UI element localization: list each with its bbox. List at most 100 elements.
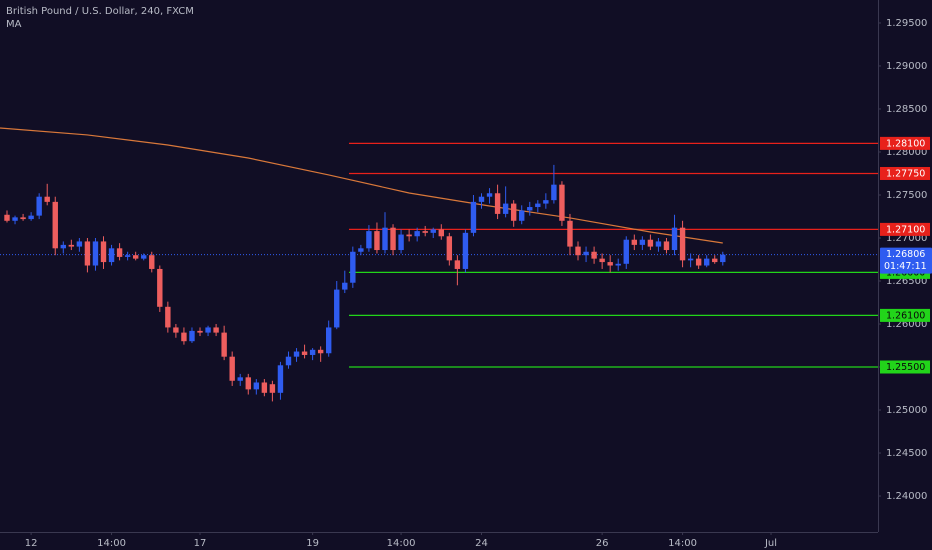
x-tick-label: 17 (194, 538, 207, 549)
candle-body (720, 254, 726, 263)
candle-body (84, 241, 91, 266)
candle-body (406, 234, 412, 237)
y-tick-label: 1.29000 (886, 61, 927, 72)
candle-body (615, 263, 621, 266)
level-tag-label: 1.26100 (886, 310, 925, 321)
candle-body (116, 248, 123, 257)
candle-body (575, 246, 581, 256)
candle-body (205, 327, 211, 333)
candle-body (358, 248, 364, 252)
candle-body (655, 241, 662, 247)
candle-body (679, 227, 686, 261)
y-tick-label: 1.28000 (886, 147, 927, 158)
x-tick-label: 14:00 (668, 538, 697, 549)
moving-average-line (0, 127, 723, 244)
candle-body (414, 231, 420, 237)
candle-body (4, 214, 10, 221)
candle-body (422, 231, 428, 233)
candle-body (398, 234, 404, 251)
candle-body (647, 239, 654, 247)
candle-body (559, 184, 565, 221)
candle-body (535, 203, 541, 208)
candle-body (124, 255, 131, 257)
candle-body (639, 239, 646, 245)
candle-body (462, 232, 469, 269)
level-tag-label: 1.28100 (886, 138, 925, 149)
y-tick-label: 1.27500 (886, 190, 927, 201)
candle-body (687, 258, 694, 261)
x-tick-label: Jul (764, 538, 777, 549)
level-tag (880, 166, 930, 180)
candle-body (301, 351, 308, 355)
candle-body (494, 193, 501, 214)
candle-body (390, 227, 396, 251)
candle-body (253, 382, 260, 390)
y-tick-label: 1.26500 (886, 276, 927, 287)
candle-body (712, 258, 718, 263)
candle-body (108, 248, 115, 263)
level-tag (880, 360, 930, 374)
x-tick-label: 14:00 (97, 538, 126, 549)
candle-body (671, 227, 678, 251)
candle-body (366, 231, 372, 249)
candle-body (261, 382, 268, 393)
candle-body (132, 255, 139, 259)
candle-body (60, 244, 66, 249)
candle-body (502, 203, 509, 214)
candle-body (510, 203, 517, 221)
candle-body (221, 332, 227, 357)
candle-body (197, 330, 203, 333)
candle-body (478, 196, 485, 202)
candle-body (149, 255, 155, 269)
candle-body (567, 220, 573, 247)
candle-body (342, 282, 348, 290)
candle-body (695, 258, 702, 266)
candle-body (213, 327, 219, 333)
candle-body (277, 365, 284, 393)
countdown-label: 01:47:11 (884, 261, 927, 272)
x-tick-label: 19 (306, 538, 319, 549)
x-tick-label: 12 (25, 538, 38, 549)
candle-body (454, 260, 461, 269)
candle-body (446, 236, 453, 261)
candle-body (623, 239, 629, 264)
candle-body (68, 244, 75, 247)
candle-body (374, 231, 380, 251)
candle-body (438, 229, 444, 237)
y-tick-label: 1.24500 (886, 448, 927, 459)
candle-body (470, 201, 477, 233)
candle-body (583, 251, 589, 256)
x-tick-label: 14:00 (387, 538, 416, 549)
candle-body (141, 255, 147, 259)
y-tick-label: 1.26000 (886, 319, 927, 330)
candle-body (703, 258, 710, 266)
candle-body (285, 356, 292, 366)
candle-body (334, 289, 340, 328)
candle-body (165, 306, 171, 328)
candle-body (293, 351, 300, 357)
candle-body (527, 207, 533, 211)
indicator-label: MA (6, 19, 22, 30)
candle-body (245, 377, 251, 390)
level-tag-label: 1.25500 (886, 362, 925, 373)
candle-body (189, 330, 195, 342)
x-tick-label: 26 (596, 538, 609, 549)
candle-body (237, 377, 243, 381)
candle-body (591, 251, 597, 259)
candle-body (92, 241, 99, 266)
y-tick-label: 1.28500 (886, 104, 927, 115)
candle-body (543, 200, 549, 204)
level-tag-label: 1.27750 (886, 168, 925, 179)
candle-body (181, 332, 187, 342)
y-tick-label: 1.27000 (886, 233, 927, 244)
candle-body (599, 258, 605, 263)
candle-body (519, 210, 525, 221)
candle-body (157, 268, 163, 307)
candle-body (28, 215, 34, 220)
y-tick-label: 1.29500 (886, 18, 927, 29)
candle-body (229, 356, 235, 381)
candle-body (430, 229, 436, 233)
candle-body (52, 201, 58, 249)
chart-title: British Pound / U.S. Dollar, 240, FXCM (6, 6, 194, 17)
